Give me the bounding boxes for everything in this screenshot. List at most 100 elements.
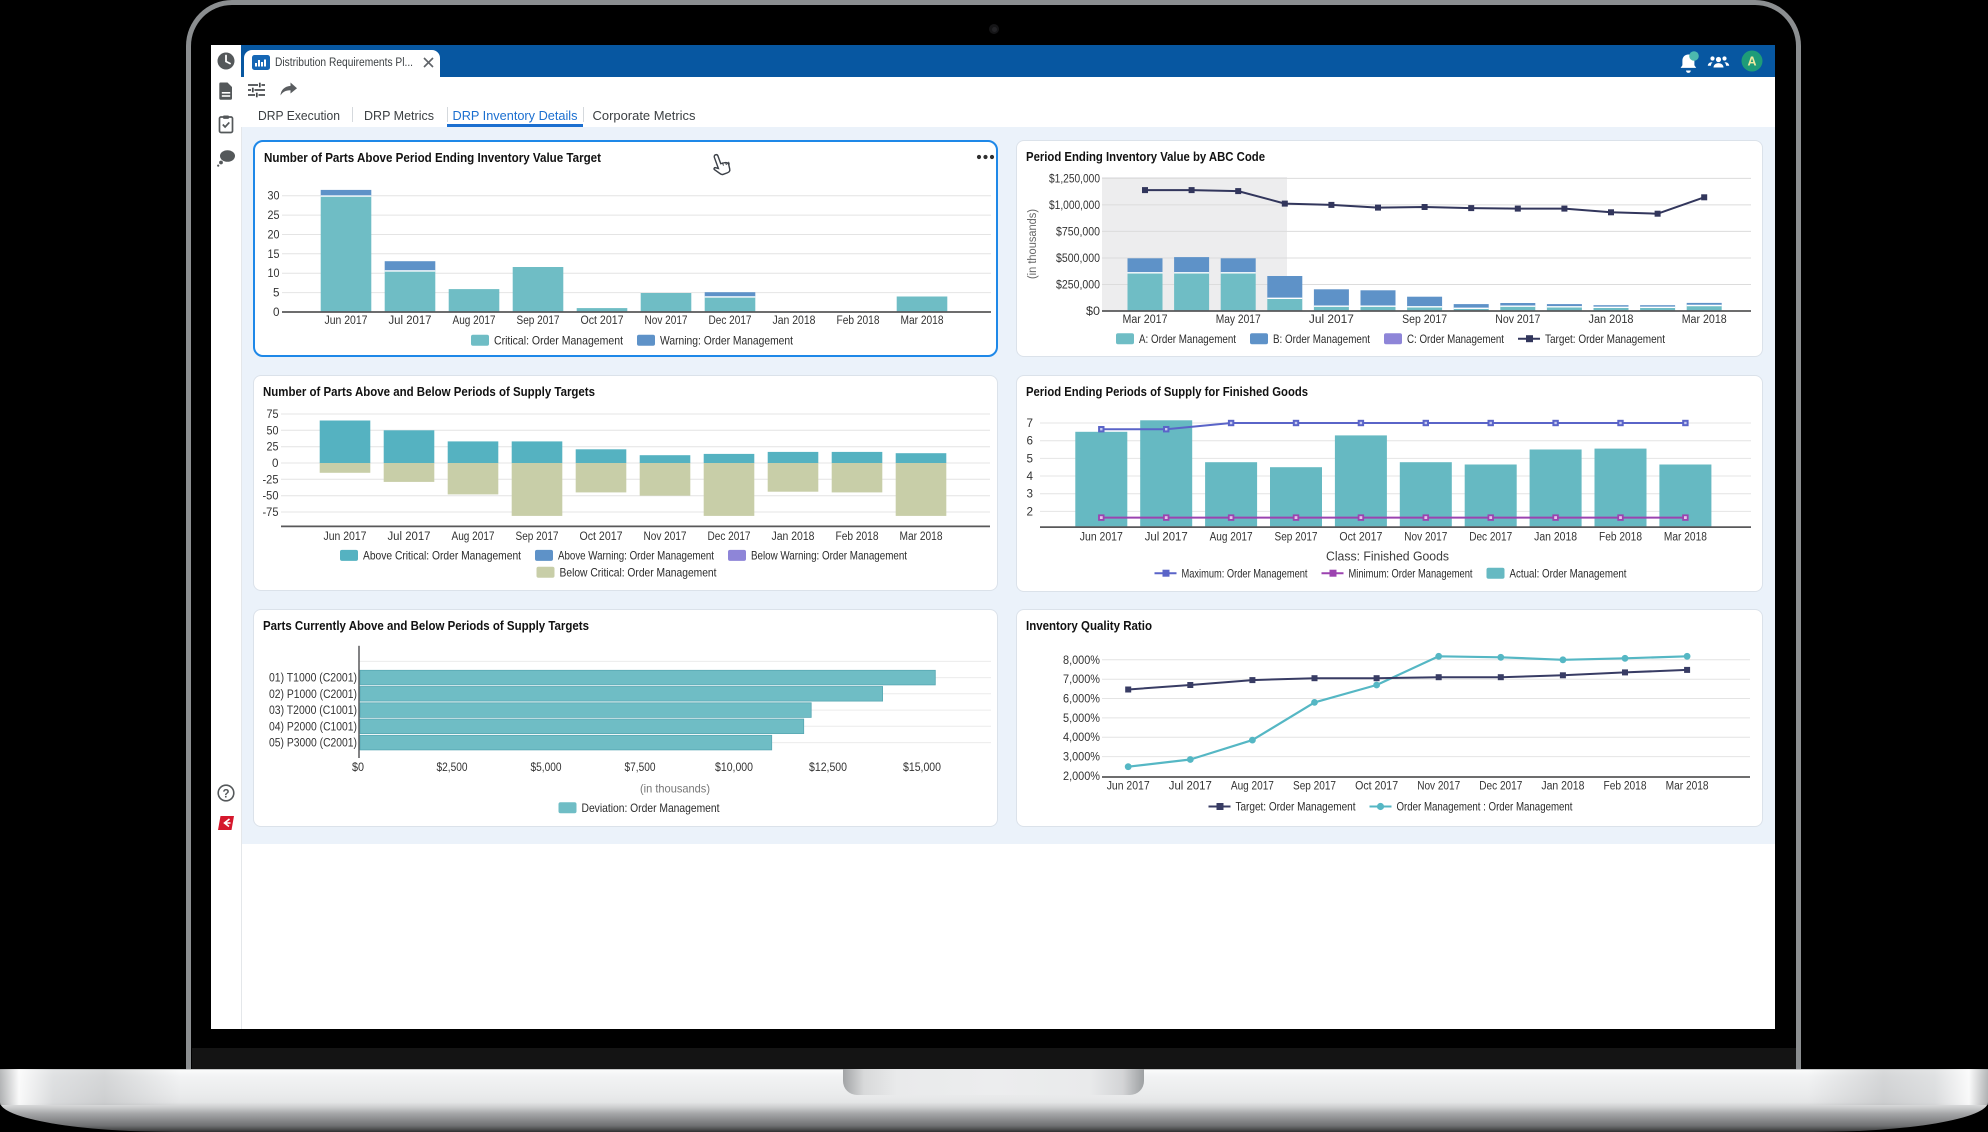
svg-text:Minimum: Order Management: Minimum: Order Management bbox=[1349, 566, 1474, 580]
svg-text:Period Ending Periods of Suppl: Period Ending Periods of Supply for Fini… bbox=[1026, 385, 1308, 399]
svg-text:5,000%: 5,000% bbox=[1063, 713, 1100, 725]
svg-text:Jun 2017: Jun 2017 bbox=[1107, 781, 1150, 793]
svg-text:Sep 2017: Sep 2017 bbox=[1275, 532, 1318, 544]
svg-text:4,000%: 4,000% bbox=[1063, 732, 1100, 744]
svg-text:6,000%: 6,000% bbox=[1063, 694, 1100, 706]
svg-text:A: Order Management: A: Order Management bbox=[1139, 332, 1237, 346]
svg-text:Mar 2018: Mar 2018 bbox=[1664, 532, 1707, 544]
svg-text:Oct 2017: Oct 2017 bbox=[1339, 532, 1382, 544]
svg-text:Below Warning: Order Managemen: Below Warning: Order Management bbox=[751, 549, 908, 563]
svg-text:Sep 2017: Sep 2017 bbox=[1402, 314, 1447, 326]
svg-text:Aug 2017: Aug 2017 bbox=[453, 315, 496, 327]
svg-text:25: 25 bbox=[267, 442, 279, 454]
svg-text:$500,000: $500,000 bbox=[1056, 253, 1100, 265]
svg-text:$2,500: $2,500 bbox=[437, 762, 468, 774]
svg-text:15: 15 bbox=[268, 249, 280, 261]
svg-text:$5,000: $5,000 bbox=[531, 762, 562, 774]
svg-text:Jun 2017: Jun 2017 bbox=[1080, 532, 1123, 544]
svg-text:Oct 2017: Oct 2017 bbox=[581, 315, 624, 327]
svg-text:Sep 2017: Sep 2017 bbox=[1293, 781, 1336, 793]
svg-text:Jun 2017: Jun 2017 bbox=[325, 315, 368, 327]
svg-text:$0: $0 bbox=[352, 762, 364, 774]
svg-text:Nov 2017: Nov 2017 bbox=[1495, 314, 1540, 326]
svg-text:$7,500: $7,500 bbox=[625, 762, 656, 774]
svg-text:3: 3 bbox=[1027, 489, 1034, 501]
svg-text:Feb 2018: Feb 2018 bbox=[1599, 532, 1642, 544]
svg-text:7: 7 bbox=[1027, 418, 1034, 430]
svg-text:Jan 2018: Jan 2018 bbox=[773, 315, 816, 327]
svg-text:Dec 2017: Dec 2017 bbox=[1479, 781, 1522, 793]
svg-text:Nov 2017: Nov 2017 bbox=[1417, 781, 1460, 793]
svg-text:5: 5 bbox=[1027, 453, 1034, 465]
svg-text:3,000%: 3,000% bbox=[1063, 752, 1100, 764]
svg-text:-75: -75 bbox=[263, 507, 279, 519]
svg-text:Order Management : Order Manag: Order Management : Order Management bbox=[1397, 800, 1574, 814]
svg-text:6: 6 bbox=[1027, 436, 1034, 448]
svg-text:Mar 2018: Mar 2018 bbox=[900, 531, 943, 543]
svg-text:C: Order Management: C: Order Management bbox=[1407, 332, 1505, 346]
svg-text:-50: -50 bbox=[263, 491, 279, 503]
svg-text:Jul 2017: Jul 2017 bbox=[389, 315, 432, 327]
svg-text:$250,000: $250,000 bbox=[1056, 280, 1100, 292]
svg-text:Parts Currently Above and Belo: Parts Currently Above and Below Periods … bbox=[263, 619, 589, 633]
svg-text:Aug 2017: Aug 2017 bbox=[1231, 781, 1274, 793]
svg-text:(in thousands): (in thousands) bbox=[1027, 209, 1039, 279]
svg-text:Mar 2018: Mar 2018 bbox=[1666, 781, 1709, 793]
svg-text:Nov 2017: Nov 2017 bbox=[1404, 532, 1447, 544]
svg-text:25: 25 bbox=[268, 210, 280, 222]
svg-text:Nov 2017: Nov 2017 bbox=[645, 315, 688, 327]
svg-text:04) P2000 (C1001): 04) P2000 (C1001) bbox=[269, 721, 357, 733]
svg-text:Mar 2018: Mar 2018 bbox=[901, 315, 944, 327]
svg-text:Aug 2017: Aug 2017 bbox=[452, 531, 495, 543]
svg-text:Class: Finished Goods: Class: Finished Goods bbox=[1326, 550, 1449, 564]
svg-text:A: A bbox=[1747, 55, 1756, 69]
svg-text:Feb 2018: Feb 2018 bbox=[836, 531, 879, 543]
svg-text:Jul 2017: Jul 2017 bbox=[1169, 781, 1212, 793]
svg-text:Above Critical: Order Manageme: Above Critical: Order Management bbox=[363, 549, 522, 563]
svg-text:$12,500: $12,500 bbox=[809, 762, 847, 774]
svg-text:50: 50 bbox=[267, 425, 279, 437]
svg-text:Mar 2018: Mar 2018 bbox=[1682, 314, 1727, 326]
svg-text:Jul 2017: Jul 2017 bbox=[388, 531, 431, 543]
svg-text:Jan 2018: Jan 2018 bbox=[1534, 532, 1577, 544]
svg-text:Above Warning: Order Managemen: Above Warning: Order Management bbox=[558, 549, 715, 563]
svg-text:$15,000: $15,000 bbox=[903, 762, 941, 774]
svg-text:Dec 2017: Dec 2017 bbox=[708, 531, 751, 543]
svg-text:Jul 2017: Jul 2017 bbox=[1145, 532, 1188, 544]
svg-text:Period Ending Inventory Value: Period Ending Inventory Value by ABC Cod… bbox=[1026, 150, 1265, 164]
svg-text:DRP Inventory Details: DRP Inventory Details bbox=[453, 109, 578, 123]
svg-text:Dec 2017: Dec 2017 bbox=[709, 315, 752, 327]
svg-text:Jan 2018: Jan 2018 bbox=[1589, 314, 1634, 326]
svg-text:Distribution Requirements Pl..: Distribution Requirements Pl... bbox=[275, 55, 413, 69]
svg-text:-25: -25 bbox=[263, 474, 279, 486]
svg-text:02) P1000 (C2001): 02) P1000 (C2001) bbox=[269, 689, 357, 701]
svg-text:Corporate Metrics: Corporate Metrics bbox=[593, 109, 696, 123]
svg-text:Warning: Order Management: Warning: Order Management bbox=[660, 333, 794, 347]
svg-text:Oct 2017: Oct 2017 bbox=[580, 531, 623, 543]
svg-text:Critical: Order Management: Critical: Order Management bbox=[494, 333, 624, 347]
svg-text:Number of Parts Above Period E: Number of Parts Above Period Ending Inve… bbox=[264, 151, 602, 165]
svg-text:Jul 2017: Jul 2017 bbox=[1309, 314, 1354, 326]
svg-text:10: 10 bbox=[268, 268, 280, 280]
svg-text:Number of Parts Above and Belo: Number of Parts Above and Below Periods … bbox=[263, 385, 595, 399]
svg-text:Target: Order Management: Target: Order Management bbox=[1545, 332, 1666, 346]
svg-text:Sep 2017: Sep 2017 bbox=[517, 315, 560, 327]
svg-text:Oct 2017: Oct 2017 bbox=[1355, 781, 1398, 793]
svg-text:0: 0 bbox=[273, 307, 280, 319]
svg-text:30: 30 bbox=[268, 191, 280, 203]
svg-text:Nov 2017: Nov 2017 bbox=[644, 531, 687, 543]
svg-text:May 2017: May 2017 bbox=[1216, 314, 1261, 326]
svg-text:Actual: Order Management: Actual: Order Management bbox=[1510, 566, 1628, 580]
svg-text:8,000%: 8,000% bbox=[1063, 655, 1100, 667]
svg-text:Aug 2017: Aug 2017 bbox=[1210, 532, 1253, 544]
svg-text:DRP Execution: DRP Execution bbox=[258, 109, 340, 123]
svg-text:Sep 2017: Sep 2017 bbox=[516, 531, 559, 543]
svg-text:5: 5 bbox=[273, 288, 280, 300]
svg-text:Below Critical: Order Manageme: Below Critical: Order Management bbox=[560, 566, 718, 580]
svg-text:05) P3000 (C2001): 05) P3000 (C2001) bbox=[269, 738, 357, 750]
svg-text:Jun 2017: Jun 2017 bbox=[324, 531, 367, 543]
svg-text:$10,000: $10,000 bbox=[715, 762, 753, 774]
svg-text:$750,000: $750,000 bbox=[1056, 226, 1100, 238]
svg-text:$0: $0 bbox=[1086, 306, 1100, 318]
svg-text:7,000%: 7,000% bbox=[1063, 674, 1100, 686]
